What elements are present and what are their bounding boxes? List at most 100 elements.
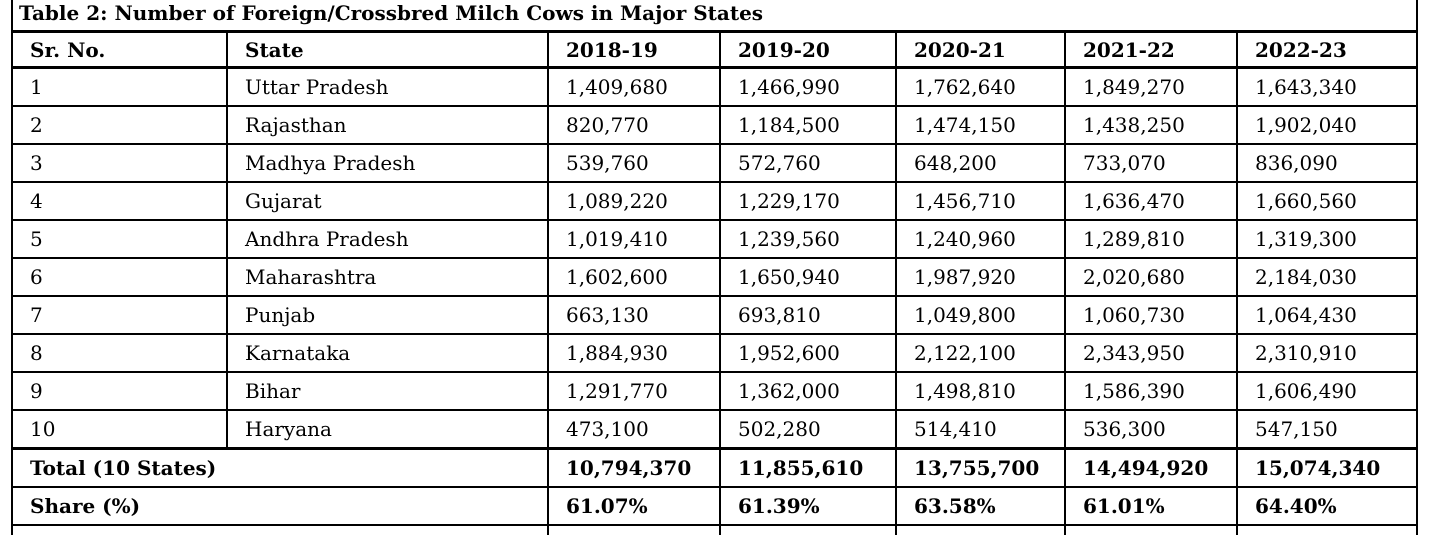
sr-no-cell: 8 <box>11 333 228 373</box>
value-cell: 547,150 <box>1235 409 1419 450</box>
table-row: 7 Punjab 663,130 693,810 1,049,800 1,060… <box>11 295 1419 335</box>
total-value-cell: 15,074,340 <box>1235 447 1419 488</box>
value-cell: 1,987,920 <box>895 257 1066 297</box>
state-cell: Andhra Pradesh <box>226 219 549 259</box>
india-total-value-cell: 19,003,150 <box>719 524 897 535</box>
state-cell: Maharashtra <box>226 257 549 297</box>
table-row: 4 Gujarat 1,089,220 1,229,170 1,456,710 … <box>11 181 1419 221</box>
share-label: Share (%) <box>11 486 549 526</box>
table-header-row: Sr. No. State 2018-19 2019-20 2020-21 20… <box>11 30 1419 69</box>
value-cell: 648,200 <box>895 143 1066 183</box>
value-cell: 572,760 <box>719 143 897 183</box>
value-cell: 1,229,170 <box>719 181 897 221</box>
value-cell: 1,319,300 <box>1235 219 1419 259</box>
value-cell: 1,240,960 <box>895 219 1066 259</box>
value-cell: 1,762,640 <box>895 66 1066 107</box>
table-row: 3 Madhya Pradesh 539,760 572,760 648,200… <box>11 143 1419 183</box>
value-cell: 514,410 <box>895 409 1066 450</box>
total-row: Total (10 States) 10,794,370 11,855,610 … <box>11 447 1419 488</box>
state-cell: Madhya Pradesh <box>226 143 549 183</box>
total-value-cell: 13,755,700 <box>895 447 1066 488</box>
column-header-sr-no: Sr. No. <box>11 30 228 69</box>
value-cell: 1,438,250 <box>1064 105 1238 145</box>
value-cell: 820,770 <box>547 105 721 145</box>
table-row: 6 Maharashtra 1,602,600 1,650,940 1,987,… <box>11 257 1419 297</box>
value-cell: 1,089,220 <box>547 181 721 221</box>
column-header-2021-22: 2021-22 <box>1064 30 1238 69</box>
column-header-2020-21: 2020-21 <box>895 30 1066 69</box>
share-value-cell: 61.01% <box>1064 486 1238 526</box>
table-title: Table 2: Number of Foreign/Crossbred Mil… <box>10 0 1419 33</box>
sr-no-cell: 2 <box>11 105 228 145</box>
value-cell: 1,952,600 <box>719 333 897 373</box>
sr-no-cell: 3 <box>11 143 228 183</box>
total-value-cell: 10,794,370 <box>547 447 721 488</box>
india-total-value-cell: 17,675,040 <box>547 524 721 535</box>
value-cell: 1,643,340 <box>1235 66 1419 107</box>
sr-no-cell: 9 <box>11 371 228 411</box>
value-cell: 1,498,810 <box>895 371 1066 411</box>
table-row: 9 Bihar 1,291,770 1,362,000 1,498,810 1,… <box>11 371 1419 411</box>
value-cell: 1,064,430 <box>1235 295 1419 335</box>
value-cell: 1,456,710 <box>895 181 1066 221</box>
india-total-row: India Total 17,675,040 19,003,150 21,634… <box>11 524 1419 535</box>
value-cell: 1,019,410 <box>547 219 721 259</box>
total-value-cell: 11,855,610 <box>719 447 897 488</box>
value-cell: 1,060,730 <box>1064 295 1238 335</box>
column-header-2018-19: 2018-19 <box>547 30 721 69</box>
value-cell: 1,849,270 <box>1064 66 1238 107</box>
value-cell: 1,474,150 <box>895 105 1066 145</box>
value-cell: 536,300 <box>1064 409 1238 450</box>
india-total-label: India Total <box>11 524 549 535</box>
total-label: Total (10 States) <box>11 447 549 488</box>
sr-no-cell: 5 <box>11 219 228 259</box>
sr-no-cell: 6 <box>11 257 228 297</box>
total-value-cell: 14,494,920 <box>1064 447 1238 488</box>
value-cell: 2,184,030 <box>1235 257 1419 297</box>
column-header-2022-23: 2022-23 <box>1235 30 1419 69</box>
table-row: 8 Karnataka 1,884,930 1,952,600 2,122,10… <box>11 333 1419 373</box>
value-cell: 539,760 <box>547 143 721 183</box>
table-row: 10 Haryana 473,100 502,280 514,410 536,3… <box>11 409 1419 450</box>
value-cell: 693,810 <box>719 295 897 335</box>
share-row: Share (%) 61.07% 61.39% 63.58% 61.01% 64… <box>11 486 1419 526</box>
value-cell: 2,020,680 <box>1064 257 1238 297</box>
india-total-value-cell: 23,407,760 <box>1235 524 1419 535</box>
value-cell: 1,902,040 <box>1235 105 1419 145</box>
share-value-cell: 61.39% <box>719 486 897 526</box>
value-cell: 1,049,800 <box>895 295 1066 335</box>
table-title-row: Table 2: Number of Foreign/Crossbred Mil… <box>10 0 1419 33</box>
state-cell: Bihar <box>226 371 549 411</box>
state-cell: Haryana <box>226 409 549 450</box>
table-row: 1 Uttar Pradesh 1,409,680 1,466,990 1,76… <box>11 66 1419 107</box>
sr-no-cell: 7 <box>11 295 228 335</box>
share-value-cell: 63.58% <box>895 486 1066 526</box>
table-row: 2 Rajasthan 820,770 1,184,500 1,474,150 … <box>11 105 1419 145</box>
value-cell: 2,343,950 <box>1064 333 1238 373</box>
value-cell: 1,239,560 <box>719 219 897 259</box>
table-row: 5 Andhra Pradesh 1,019,410 1,239,560 1,2… <box>11 219 1419 259</box>
value-cell: 1,660,560 <box>1235 181 1419 221</box>
milch-cows-table: Table 2: Number of Foreign/Crossbred Mil… <box>10 0 1419 535</box>
value-cell: 473,100 <box>547 409 721 450</box>
state-cell: Uttar Pradesh <box>226 66 549 107</box>
value-cell: 1,409,680 <box>547 66 721 107</box>
share-value-cell: 64.40% <box>1235 486 1419 526</box>
value-cell: 1,602,600 <box>547 257 721 297</box>
state-cell: Karnataka <box>226 333 549 373</box>
value-cell: 733,070 <box>1064 143 1238 183</box>
column-header-state: State <box>226 30 549 69</box>
sr-no-cell: 4 <box>11 181 228 221</box>
value-cell: 1,884,930 <box>547 333 721 373</box>
india-total-value-cell: 22,642,170 <box>1064 524 1238 535</box>
share-value-cell: 61.07% <box>547 486 721 526</box>
value-cell: 836,090 <box>1235 143 1419 183</box>
state-cell: Punjab <box>226 295 549 335</box>
value-cell: 1,606,490 <box>1235 371 1419 411</box>
sr-no-cell: 10 <box>11 409 228 450</box>
value-cell: 2,122,100 <box>895 333 1066 373</box>
column-header-2019-20: 2019-20 <box>719 30 897 69</box>
value-cell: 1,184,500 <box>719 105 897 145</box>
value-cell: 1,362,000 <box>719 371 897 411</box>
